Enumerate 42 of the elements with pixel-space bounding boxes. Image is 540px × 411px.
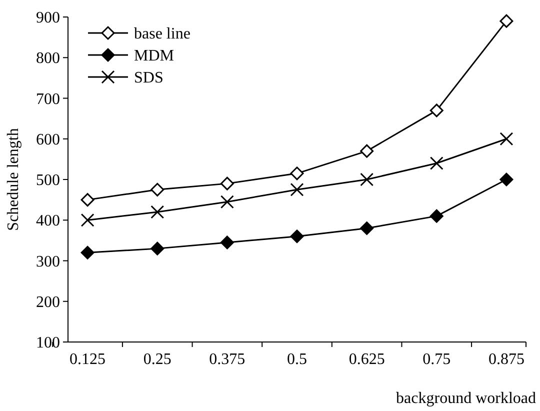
x-tick-label: 0.25 xyxy=(143,351,172,368)
point xyxy=(360,222,374,235)
y-tick-label: 900 xyxy=(36,10,60,27)
legend-label: SDS xyxy=(134,70,164,87)
point xyxy=(500,14,514,28)
x-axis-title: background workload xyxy=(396,390,536,407)
point xyxy=(360,144,374,158)
point xyxy=(80,213,94,227)
x-tick-label: 0.625 xyxy=(348,351,385,368)
point xyxy=(500,172,514,186)
point xyxy=(290,230,304,244)
y-tick-label: 200 xyxy=(36,294,60,311)
point xyxy=(150,205,164,219)
point xyxy=(220,176,234,190)
legend-label: base line xyxy=(134,26,190,43)
y-tick-label: 100 xyxy=(36,334,60,352)
x-tick-label: 0.125 xyxy=(70,351,106,368)
point xyxy=(150,182,164,196)
x-tick-label: 0.5 xyxy=(287,351,307,368)
point xyxy=(290,166,304,180)
point xyxy=(220,236,234,250)
y-tick-label: 700 xyxy=(36,90,60,108)
y-tick-label: 300 xyxy=(36,253,60,270)
point xyxy=(290,182,304,196)
x-tick-label: 0.75 xyxy=(422,351,451,368)
x-tick-label: 0.875 xyxy=(488,351,524,368)
point xyxy=(500,132,514,146)
y-tick-label: 600 xyxy=(36,131,60,148)
point xyxy=(150,242,164,256)
point xyxy=(430,156,444,170)
point xyxy=(430,104,444,118)
point xyxy=(430,209,444,223)
point xyxy=(80,193,94,207)
y-tick-label: 500 xyxy=(36,172,60,190)
point xyxy=(360,172,374,186)
y-tick-label: 800 xyxy=(36,50,60,68)
point xyxy=(220,195,234,209)
y-tick-label: 400 xyxy=(36,212,60,230)
point xyxy=(80,246,94,260)
legend-label: MDM xyxy=(134,48,174,65)
x-tick-label: 0.375 xyxy=(209,351,246,368)
y-axis-title: Schedule length xyxy=(5,128,22,231)
